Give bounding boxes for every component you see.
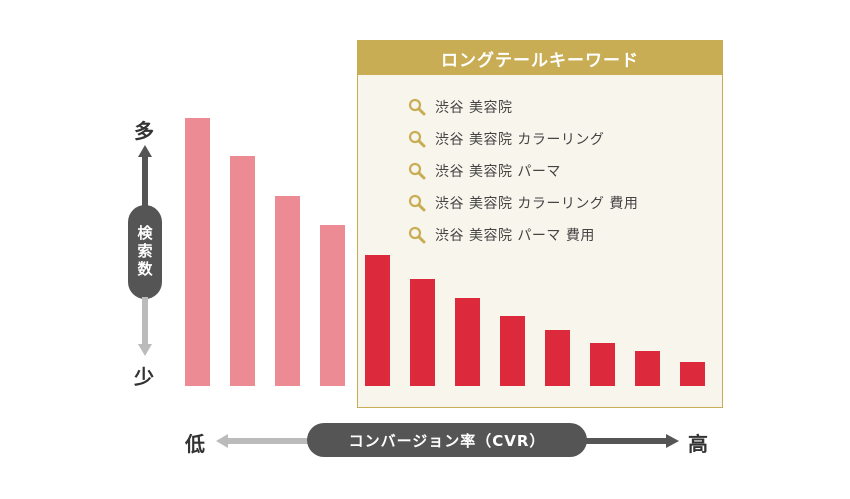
head-bar [185, 118, 210, 386]
tail-bar [365, 255, 390, 386]
head-bar [320, 225, 345, 386]
keyword-text: 渋谷 美容院 [435, 100, 513, 116]
search-icon [408, 130, 426, 148]
head-bar [275, 196, 300, 386]
keyword-item: 渋谷 美容院 カラーリング 費用 [408, 192, 638, 214]
tail-bar [500, 316, 525, 386]
panel-title: ロングテールキーワード [358, 41, 722, 75]
keyword-item: 渋谷 美容院 パーマ [408, 160, 561, 182]
keyword-item: 渋谷 美容院 パーマ 費用 [408, 224, 595, 246]
search-icon [408, 98, 426, 116]
y-axis-top-label: 多 [134, 119, 154, 143]
x-axis-right-label: 高 [688, 432, 708, 456]
head-bar [230, 156, 255, 386]
keyword-item: 渋谷 美容院 [408, 96, 512, 118]
tail-bar [410, 279, 435, 386]
y-axis-bottom-label: 少 [134, 365, 154, 389]
search-icon [408, 194, 426, 212]
keyword-text: 渋谷 美容院 パーマ 費用 [435, 228, 595, 244]
tail-bar [545, 330, 570, 386]
x-axis-left-label: 低 [185, 432, 205, 456]
x-axis-name: コンバージョン率（CVR） [307, 423, 587, 457]
keyword-item: 渋谷 美容院 カラーリング [408, 128, 604, 150]
tail-bar [455, 298, 480, 386]
y-axis-name: 検索数 [128, 205, 162, 299]
tail-bar [680, 362, 705, 386]
down-arrow-icon [138, 297, 152, 356]
search-icon [408, 226, 426, 244]
up-arrow-icon [138, 145, 152, 207]
tail-bar [590, 343, 615, 386]
left-arrow-icon [216, 434, 310, 448]
tail-bar [635, 351, 660, 386]
search-icon [408, 162, 426, 180]
keyword-text: 渋谷 美容院 カラーリング [435, 132, 605, 148]
keyword-text: 渋谷 美容院 カラーリング 費用 [435, 196, 639, 212]
keyword-text: 渋谷 美容院 パーマ [435, 164, 561, 180]
right-arrow-icon [585, 434, 679, 448]
